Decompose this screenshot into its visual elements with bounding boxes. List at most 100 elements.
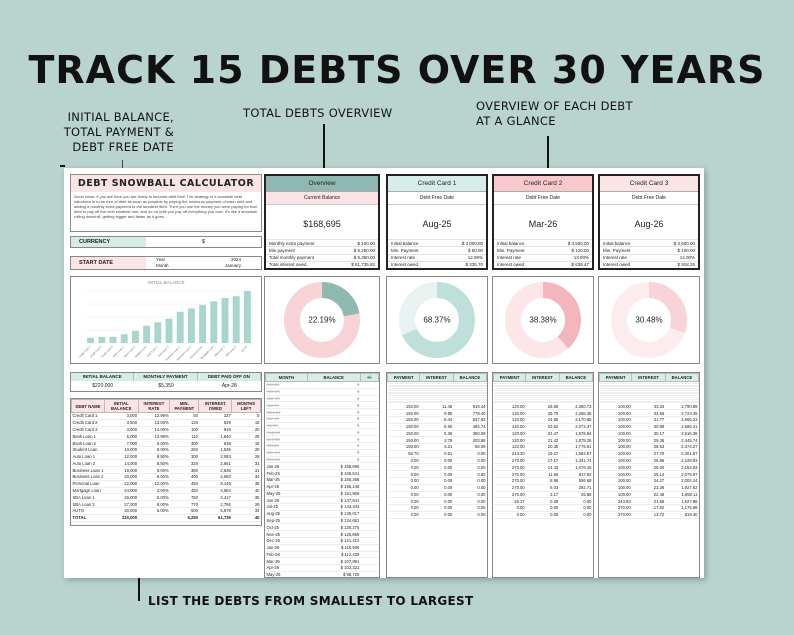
- table-row: [599, 381, 699, 384]
- table-row[interactable]: Student Loan 10,000 8.00% 250 1,536 20: [71, 446, 261, 454]
- table-cell: [559, 386, 593, 390]
- change-cell: [360, 415, 379, 423]
- table-row[interactable]: Auto Loan 2 14,000 8.50% 320 2,661 31: [71, 459, 261, 468]
- debt-card: Credit Card 2 Debt Free Date Mar-26 Initial…: [492, 174, 594, 270]
- table-cell: 770: [169, 500, 199, 508]
- table-cell: 0.00: [387, 491, 420, 499]
- table-cell: [631, 395, 666, 398]
- initial-balance-chart: INITIAL BALANCE Credit Card 1 Credit Card…: [70, 276, 262, 364]
- table-cell[interactable]: Business Loan 1: [71, 466, 105, 475]
- currency-value[interactable]: $: [201, 239, 206, 245]
- table-cell[interactable]: Personal Loan: [71, 480, 105, 488]
- table-row: 120.00 20.35 1,778.61: [493, 443, 593, 451]
- table-cell: 26.17: [493, 497, 526, 506]
- table-row[interactable]: Personal Loan 22,000 12.00% 450 8,145 38: [71, 480, 261, 488]
- table-row[interactable]: Credit Card 2 3,500 13.00% 120 639 15: [71, 419, 261, 427]
- table-row: Nov-24 $: [265, 449, 379, 457]
- table-cell: [525, 383, 560, 386]
- bar: [154, 322, 162, 343]
- table-row[interactable]: Business Loan 1 18,000 9.00% 380 2,636 31: [71, 466, 261, 475]
- table-cell[interactable]: SBA Loan 2: [71, 500, 105, 508]
- table-row[interactable]: Bank Loan 1 5,000 13.99% 110 1,640 26: [71, 432, 261, 441]
- table-row: Jun-25 $ 147,641: [265, 496, 379, 505]
- balance-cell: $: [307, 435, 361, 444]
- table-row[interactable]: AUTO 30,000 6.00% 500 5,878 34: [71, 507, 261, 515]
- table-row: [493, 401, 593, 404]
- debt-card: Credit Card 1 Debt Free Date Aug-25 Initial…: [386, 174, 488, 270]
- debt-card-title: Credit Card 1: [388, 176, 486, 192]
- table-row: 370.00 13.72 819.40: [599, 511, 699, 519]
- table-row[interactable]: Bank Loan 2 7,000 9.00% 300 838 18: [71, 439, 261, 447]
- currency-symbol: $: [342, 572, 346, 578]
- table-cell: 3,500: [104, 419, 139, 427]
- table-cell[interactable]: SBA Loan 1: [71, 493, 105, 502]
- table-cell[interactable]: Bank Loan 2: [71, 439, 105, 447]
- stat-row: Monthly extra payment $ 100.00: [266, 239, 378, 246]
- column-header: +/-: [359, 373, 379, 382]
- table-row: 26.17 0.28 0.00: [493, 497, 593, 506]
- table-cell: [599, 390, 632, 393]
- table-cell: 25.88: [559, 491, 593, 499]
- table-row[interactable]: Credit Card 1 3,000 12.99% 50 327 8: [71, 412, 261, 420]
- month-value[interactable]: January: [224, 263, 241, 268]
- table-cell[interactable]: Credit Card 1: [71, 412, 105, 420]
- month-cell: Jan-25: [265, 462, 308, 471]
- table-row: [387, 395, 487, 398]
- table-cell: 494.74: [453, 423, 487, 431]
- month-cell: Oct-24: [265, 442, 308, 450]
- stat-row: Min payment $ 5,250.00: [266, 246, 378, 253]
- table-row: Jan-26 $ 116,936: [265, 544, 379, 552]
- stat-label: Interest owed: [497, 262, 525, 268]
- debt-schedule-table: PAYMENT INTEREST BALANCE 120.00 26.58 2,360.7…: [493, 373, 593, 519]
- table-cell: 450: [169, 487, 199, 495]
- month-cell: Mar-25: [265, 476, 308, 484]
- table-row: 100.00 24.27 2,004.24: [599, 477, 699, 485]
- table-cell[interactable]: Auto Loan 2: [71, 459, 105, 468]
- table-cell: 12.00%: [138, 480, 170, 488]
- table-cell: [631, 381, 666, 384]
- table-cell: 9.00%: [138, 439, 170, 447]
- table-row: [387, 392, 487, 395]
- table-row[interactable]: SBA Loan 2 27,000 6.00% 770 2,756 26: [71, 500, 261, 508]
- table-row[interactable]: Auto Loan 1 12,000 8.50% 300 2,083 28: [71, 453, 261, 461]
- table-cell[interactable]: Student Loan: [71, 446, 105, 454]
- table-row: 100.00 29.36 2,445.74: [599, 436, 699, 445]
- callout-line: DEBT FREE DATE: [72, 140, 174, 154]
- debt-schedule-panel: PAYMENT INTEREST BALANCE 100.00 33.34 2,790.8…: [598, 372, 700, 578]
- table-cell: 0.00: [453, 497, 487, 506]
- table-row[interactable]: Business Loan 2 20,000 9.00% 400 4,663 34: [71, 473, 261, 481]
- stat-row: Total interest owed $ 61,735.82: [266, 260, 378, 268]
- table-row[interactable]: Mortgage Loan 24,000 2.00% 450 4,584 40: [71, 487, 261, 495]
- callout-list-debts: LIST THE DEBTS FROM SMALLEST TO LARGEST: [148, 594, 474, 608]
- currency-symbol: $: [340, 504, 343, 510]
- change-cell: [360, 449, 379, 457]
- table-cell: 20.35: [525, 443, 560, 451]
- table-cell: 0.00: [525, 511, 560, 519]
- table-cell: [419, 390, 454, 393]
- table-cell: 110: [169, 432, 199, 441]
- currency-symbol: $: [356, 382, 360, 388]
- table-cell[interactable]: Business Loan 2: [71, 473, 105, 481]
- table-row: 370.00 17.82 1,175.68: [599, 504, 699, 512]
- table-cell: [631, 388, 666, 391]
- table-row: [599, 385, 699, 388]
- table-cell[interactable]: Credit Card 3: [71, 426, 105, 434]
- table-row[interactable]: Credit Card 3 3,600 14.00% 100 919 20: [71, 426, 261, 434]
- year-value[interactable]: 2024: [230, 257, 241, 262]
- table-cell[interactable]: Credit Card 2: [71, 419, 105, 427]
- table-cell[interactable]: Auto Loan 1: [71, 453, 105, 461]
- table-cell[interactable]: Mortgage Loan: [71, 487, 105, 495]
- table-cell: 2,661: [198, 459, 232, 468]
- table-row[interactable]: SBA Loan 1 26,000 5.00% 750 2,417 35: [71, 493, 261, 502]
- balance-cell: $ 139,017: [307, 510, 361, 518]
- table-cell: 17.82: [631, 504, 666, 512]
- table-cell: 23.52: [525, 423, 560, 431]
- table-cell[interactable]: AUTO: [71, 507, 105, 515]
- table-row: [599, 390, 699, 393]
- table-cell: [631, 401, 666, 404]
- table-row: [599, 397, 699, 400]
- stat-row: Interest rate 12.99%: [388, 253, 486, 261]
- table-cell[interactable]: Bank Loan 1: [71, 432, 105, 441]
- table-cell: [665, 390, 699, 393]
- summary-panel: INITIAL BALANCE MONTHLY PAYMENT DEBT PAID …: [70, 372, 262, 392]
